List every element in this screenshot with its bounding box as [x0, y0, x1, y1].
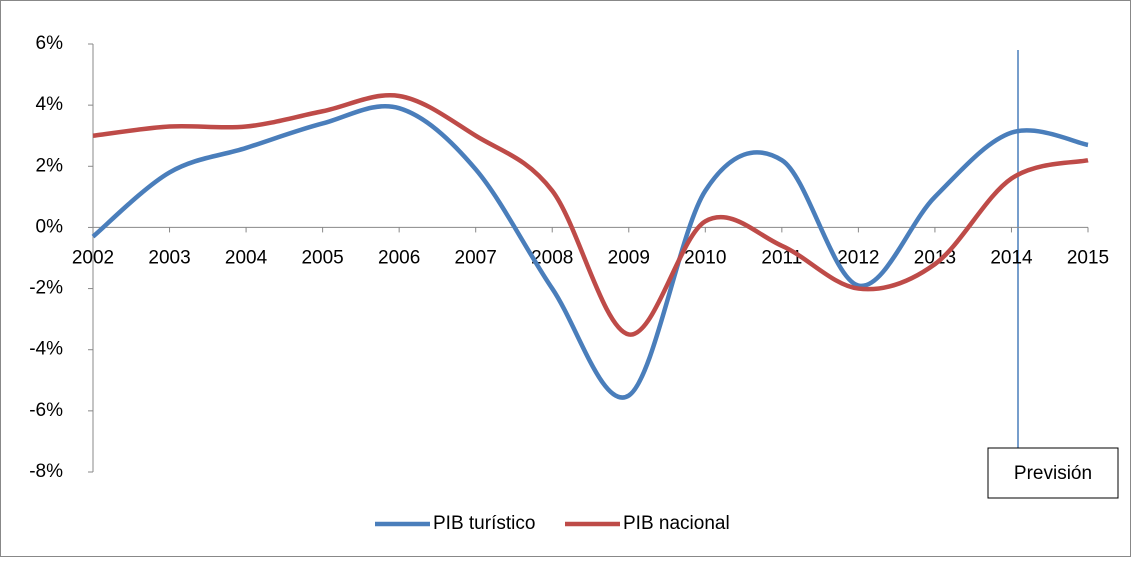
y-tick-label: -2%	[29, 278, 63, 299]
x-tick-label: 2010	[684, 247, 726, 268]
y-tick-label: -6%	[29, 400, 63, 421]
y-tick-label: -8%	[29, 461, 63, 482]
legend-label: PIB turístico	[433, 513, 535, 534]
x-tick-label: 2014	[990, 247, 1033, 268]
legend-label: PIB nacional	[623, 513, 730, 534]
x-tick-label: 2005	[301, 247, 343, 268]
x-tick-label: 2012	[837, 247, 879, 268]
series-line	[92, 93, 1089, 337]
y-tick-label: 2%	[36, 155, 64, 176]
annotation-box	[987, 447, 1119, 499]
x-tick-label: 2006	[378, 247, 420, 268]
x-tick-label: 2003	[148, 247, 190, 268]
x-tick-label: 2015	[1067, 247, 1109, 268]
x-tick-label: 2004	[225, 247, 268, 268]
x-tick-label: 2011	[761, 247, 802, 268]
y-tick-label: 0%	[36, 216, 64, 237]
annotation: Previsión	[1014, 463, 1092, 484]
y-tick-label: -4%	[29, 339, 63, 360]
y-tick-label: 4%	[36, 94, 64, 115]
series-line	[91, 103, 1089, 400]
y-tick-label: 6%	[36, 33, 64, 54]
x-tick-label: 2008	[531, 247, 573, 268]
x-tick-label: 2007	[455, 247, 497, 268]
x-tick-label: 2009	[608, 247, 650, 268]
x-tick-label: 2002	[72, 247, 114, 268]
